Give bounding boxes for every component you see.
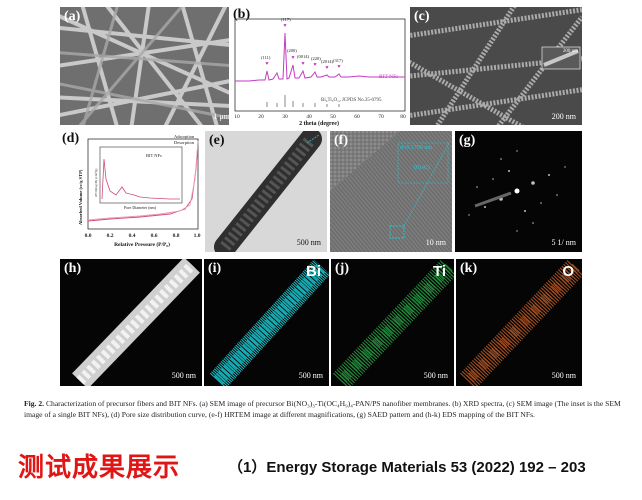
xrd-xlabel: 2 theta (degree) <box>299 120 339 127</box>
bet-inset-ylabel: dV/d(log D) (cm³/g) <box>94 168 98 197</box>
xrd-peak-label: (0014) <box>297 54 309 59</box>
svg-text:♥: ♥ <box>313 62 316 68</box>
panel-k-scalebar-label: 500 nm <box>551 371 576 380</box>
panel-g-scalebar-label: 5 1/ nm <box>551 238 576 247</box>
panel-h-stem-image: (h) 500 nm <box>60 259 202 386</box>
svg-text:♥: ♥ <box>291 55 294 61</box>
xrd-peak-markers: ♥ ♥ ♥ ♥ ♥ ♥ ♥ <box>265 23 340 71</box>
bet-plot: BIT NFs Pore Diameter (nm) dV/d(log D) (… <box>78 134 201 248</box>
xrd-xtick: 70 <box>378 114 384 120</box>
panel-j-element-label: Ti <box>432 263 446 280</box>
bet-inset-curve <box>101 158 180 200</box>
xrd-legend-reference: Bi₄Ti₃O₁₂ JCPDS No.35-0795 <box>321 98 382 103</box>
bet-inset-xlabel: Pore Diameter (nm) <box>124 205 157 210</box>
xrd-peak-label: (200) <box>287 48 297 53</box>
panel-d-label: (d) <box>62 131 80 146</box>
xrd-peak-label: (117) <box>281 17 291 22</box>
panel-f-scalebar-label: 10 nm <box>425 238 446 247</box>
panel-f-label: (f) <box>334 133 348 148</box>
bet-legend-adsorption: Adsorption <box>174 134 195 139</box>
panel-k-label: (k) <box>460 261 478 276</box>
figure-caption: Fig. 2. Characterization of precursor fi… <box>24 398 624 420</box>
panel-g-saed-image: (g) 5 1/ nm <box>455 131 582 252</box>
bet-legend-desorption: Desorption <box>174 140 195 145</box>
panel-a-sem-image: (a) 1 μm <box>60 7 236 125</box>
bet-xtick: 0.8 <box>173 233 180 239</box>
svg-text:♥: ♥ <box>325 65 328 71</box>
panel-c-sem-image: (c) 200 nm 200 nm <box>410 7 582 125</box>
panel-f-plane-label: (0142) <box>414 165 430 171</box>
reference-citation: （1）Energy Storage Materials 53 (2022) 19… <box>228 459 586 476</box>
svg-text:♥: ♥ <box>283 23 286 29</box>
svg-text:♥: ♥ <box>301 61 304 67</box>
eds-ti-fiber <box>333 259 454 386</box>
panel-g-label: (g) <box>459 133 476 148</box>
bet-xtick: 1.0 <box>194 233 201 239</box>
figure-number: Fig. 2. <box>24 399 45 408</box>
bet-inset-series: BIT NFs <box>146 153 162 158</box>
xrd-xtick: 60 <box>354 114 360 120</box>
sem-fiber-texture <box>60 7 236 125</box>
bet-ylabel: Absorbed Volume (cc/g STP) <box>78 169 83 225</box>
panel-c-scalebar-label: 200 nm <box>551 112 576 121</box>
panel-c-label: (c) <box>414 9 430 24</box>
panel-c-inset-scale-label: 200 nm <box>562 49 578 54</box>
eds-o-fiber <box>460 259 582 386</box>
panel-f-dspacing-label: d=0.1796 nm <box>400 145 433 151</box>
xrd-legend-sample: BIT NFs <box>379 74 398 80</box>
xrd-xtick: 30 <box>282 114 288 120</box>
tem-fiber <box>214 131 322 252</box>
panel-i-scalebar-label: 500 nm <box>298 371 323 380</box>
panel-e-scalebar-label: 500 nm <box>296 238 321 247</box>
panel-i-label: (i) <box>208 261 222 276</box>
panel-h-label: (h) <box>64 261 82 276</box>
xrd-plot: ♥ ♥ ♥ ♥ ♥ ♥ ♥ (111) (117) (200) (0014) (… <box>234 17 406 127</box>
panel-k-element-label: O <box>562 263 574 280</box>
panel-j-scalebar-label: 500 nm <box>423 371 448 380</box>
panel-a-label: (a) <box>64 9 81 24</box>
panel-h-scalebar-label: 500 nm <box>171 371 196 380</box>
xrd-peak-label: (111) <box>261 55 271 60</box>
xrd-peak-label: (2014) <box>321 59 333 64</box>
sem-nf-texture <box>410 7 582 125</box>
bet-xtick: 0.6 <box>151 233 158 239</box>
stem-fiber <box>72 259 200 386</box>
panel-j-label: (j) <box>335 261 349 276</box>
hrtem-lattice <box>330 131 452 252</box>
xrd-reference-sticks <box>266 95 340 107</box>
xrd-xtick: 40 <box>306 114 312 120</box>
results-title: 测试成果展示 <box>18 453 181 483</box>
panel-e-label: (e) <box>209 133 225 148</box>
panel-e-tem-image: (e) 500 nm <box>205 131 327 252</box>
svg-text:♥: ♥ <box>265 61 268 67</box>
panel-d-bet-chart: (d) BIT NFs Pore Diameter (nm) dV/d(log … <box>60 129 203 249</box>
xrd-peak-label: (317) <box>333 58 343 63</box>
bet-xtick: 0.0 <box>85 233 92 239</box>
xrd-sample-curve <box>235 32 405 82</box>
xrd-peak-label: (220) <box>311 56 321 61</box>
bet-desorption-curve <box>87 140 199 221</box>
panel-b-label: (b) <box>233 7 251 22</box>
figure-caption-text: Characterization of precursor fibers and… <box>24 399 621 419</box>
bet-xtick: 0.2 <box>107 233 114 239</box>
panel-f-hrtem-image: (f) d=0.1796 nm (0142) 10 nm <box>330 131 452 252</box>
panel-j-eds-ti-map: (j) Ti 500 nm <box>331 259 454 386</box>
eds-bi-fiber <box>209 259 329 386</box>
svg-text:♥: ♥ <box>337 64 340 70</box>
xrd-xtick: 80 <box>400 114 406 120</box>
xrd-xtick: 10 <box>234 114 240 120</box>
panel-k-eds-o-map: (k) O 500 nm <box>456 259 582 386</box>
xrd-xtick: 50 <box>330 114 336 120</box>
panel-a-scalebar-label: 1 μm <box>213 112 230 121</box>
bet-xlabel: Relative Pressure (P/P₀) <box>114 241 170 248</box>
xrd-xtick: 20 <box>258 114 264 120</box>
panel-i-element-label: Bi <box>306 263 321 280</box>
bet-xtick: 0.4 <box>129 233 136 239</box>
panel-i-eds-bi-map: (i) Bi 500 nm <box>204 259 329 386</box>
panel-b-xrd-chart: (b) ♥ ♥ ♥ ♥ ♥ ♥ ♥ (111) (117) (200) (001… <box>229 5 410 127</box>
saed-pattern <box>468 150 566 232</box>
